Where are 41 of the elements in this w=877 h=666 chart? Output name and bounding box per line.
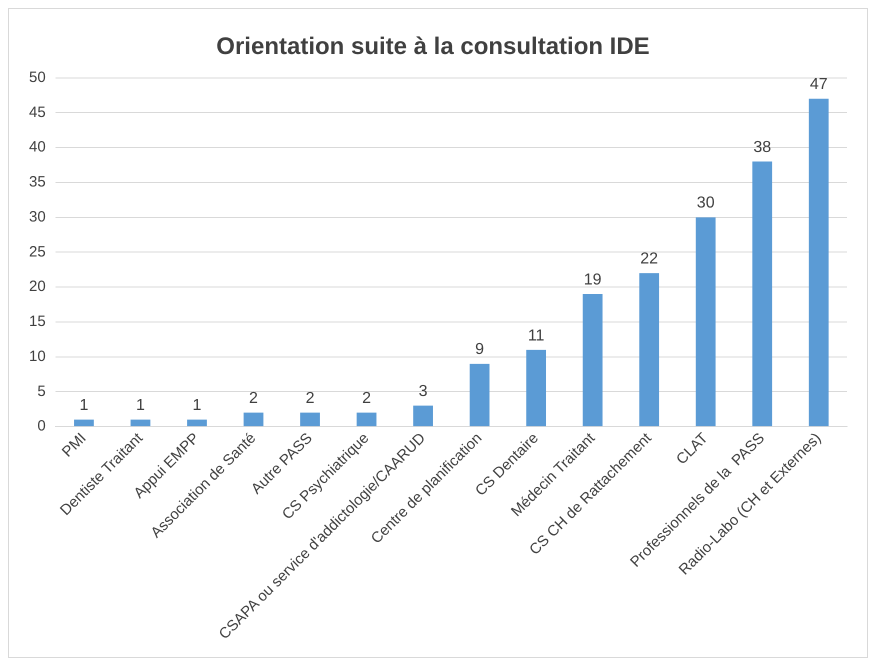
x-tick-label: PMI: [58, 430, 90, 461]
data-label: 9: [475, 341, 484, 358]
bar: [752, 162, 772, 426]
y-tick-label: 5: [37, 382, 46, 400]
bar: [356, 412, 376, 426]
bar: [130, 420, 150, 426]
data-label: 22: [640, 250, 658, 268]
bar: [74, 420, 94, 426]
y-tick-label: 15: [28, 313, 46, 330]
bar: [526, 350, 546, 426]
data-label: 19: [584, 271, 602, 288]
bar: [582, 294, 603, 426]
data-label: 11: [528, 327, 545, 344]
data-label: 3: [418, 383, 428, 400]
bar: [639, 273, 660, 426]
bar: [696, 217, 716, 426]
bar: [187, 420, 207, 426]
y-tick-label: 10: [28, 348, 46, 365]
data-label: 2: [249, 390, 258, 408]
data-label: 2: [362, 390, 372, 408]
y-tick-label: 20: [28, 278, 46, 296]
y-tick-label: 45: [28, 104, 46, 121]
y-tick-label: 25: [28, 243, 46, 260]
data-label: 38: [753, 138, 772, 156]
y-tick-label: 30: [28, 208, 46, 226]
y-tick-label: 50: [28, 68, 46, 86]
bar: [808, 98, 829, 426]
bar: [300, 412, 320, 426]
data-label: 2: [306, 390, 315, 408]
data-label: 1: [79, 397, 88, 414]
bar: [470, 364, 490, 426]
bar: [244, 412, 264, 426]
data-label: 30: [696, 194, 715, 212]
chart-title: Orientation suite à la consultation IDE: [216, 33, 650, 60]
data-label: 1: [192, 397, 202, 414]
y-tick-label: 40: [28, 138, 46, 156]
y-tick-label: 0: [37, 418, 46, 435]
data-label: 1: [136, 397, 146, 414]
bar: [413, 406, 433, 426]
y-tick-label: 35: [28, 174, 46, 191]
data-label: 47: [810, 76, 828, 94]
